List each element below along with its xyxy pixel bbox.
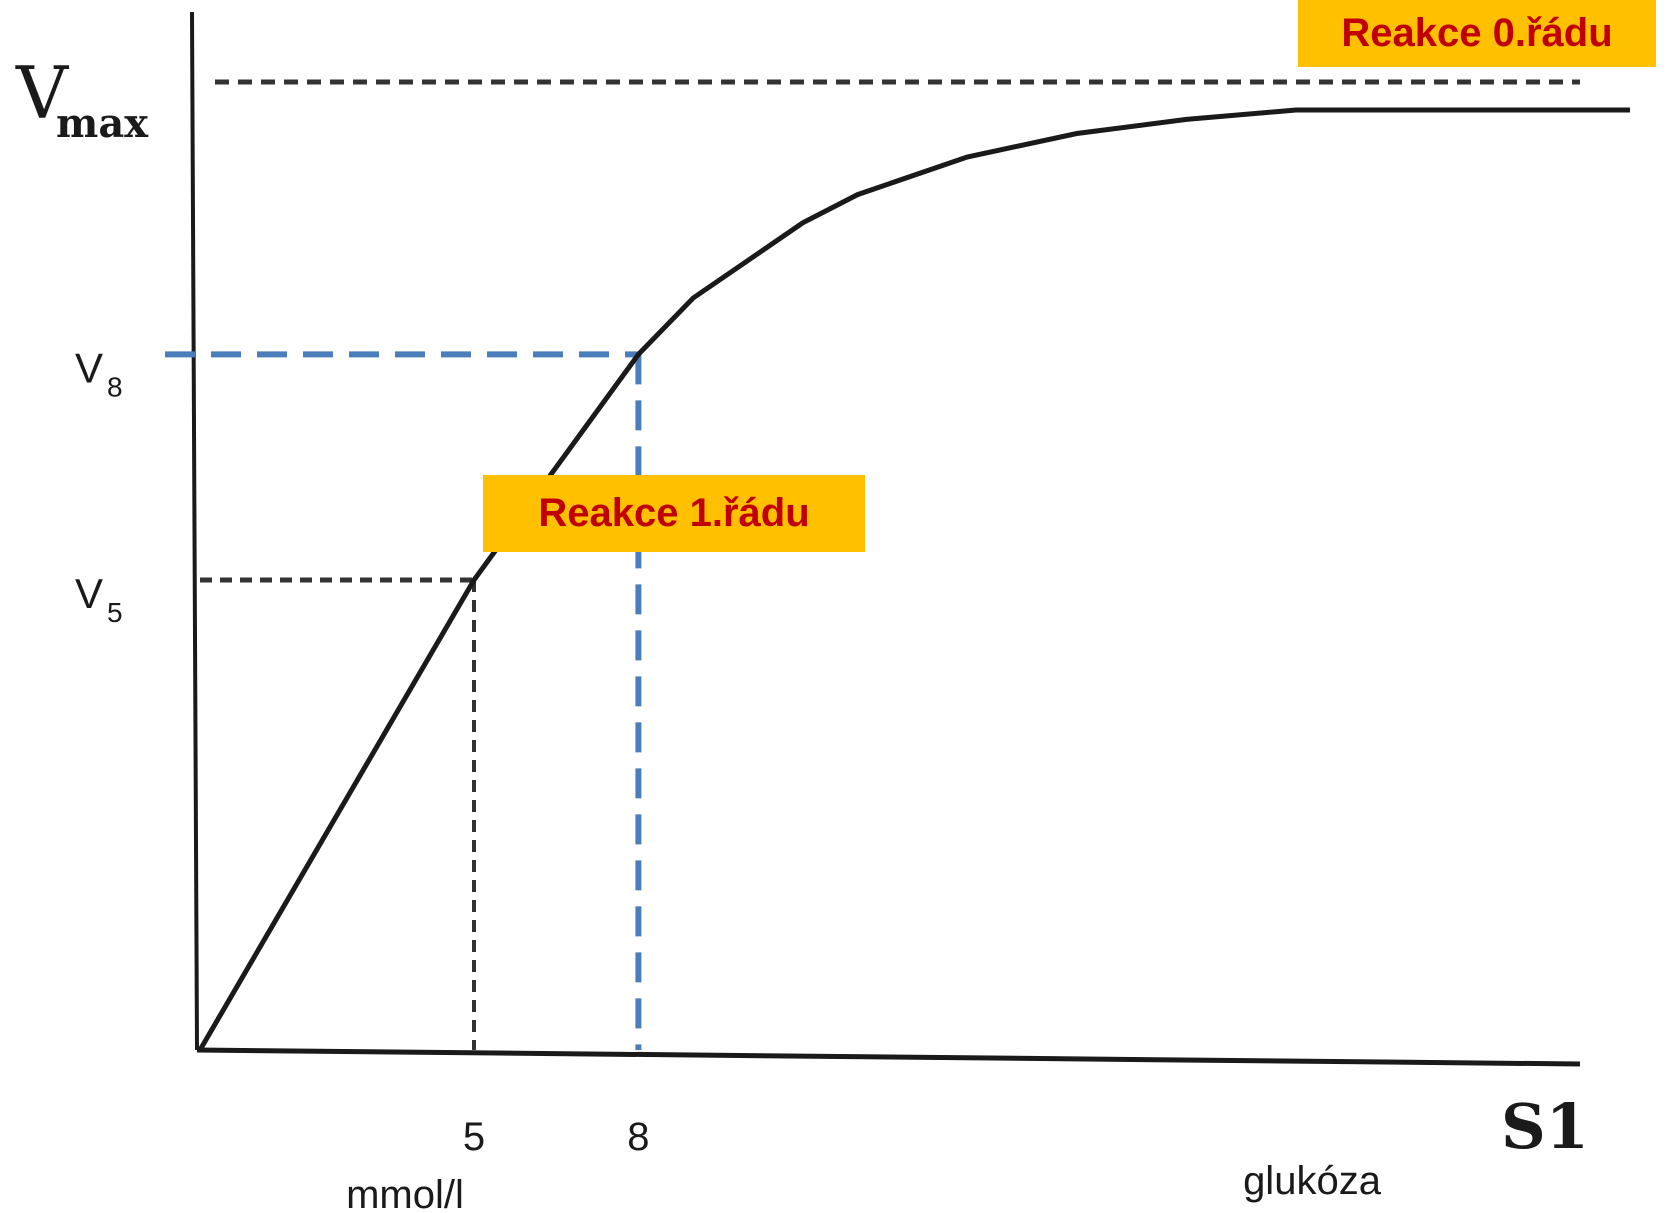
y-tick-label-subscript: 8 [107, 371, 123, 402]
y-axis-label: V [15, 51, 70, 135]
y-axis-label-subscript: max [56, 100, 149, 147]
x-tick-label: 5 [463, 1115, 485, 1159]
y-axis [190, 11, 199, 1051]
first-order-label: Reakce 1.řádu [538, 491, 810, 535]
axis-end-label: S1 [1501, 1090, 1589, 1163]
x-axis-label: glukóza [1243, 1159, 1382, 1203]
zero-order-label: Reakce 0.řádu [1341, 11, 1613, 55]
saturation-curve [197, 107, 1630, 1052]
x-unit-label: mmol/l [346, 1173, 464, 1213]
first-order-badge: Reakce 1.řádu [483, 475, 865, 552]
y-tick-label-subscript: 5 [107, 597, 123, 628]
zero-order-badge: Reakce 0.řádu [1298, 0, 1656, 67]
x-tick-label: 8 [627, 1115, 649, 1159]
x-axis [196, 1047, 1581, 1067]
y-tick-label: V [75, 344, 103, 391]
y-tick-label: V [75, 570, 103, 617]
